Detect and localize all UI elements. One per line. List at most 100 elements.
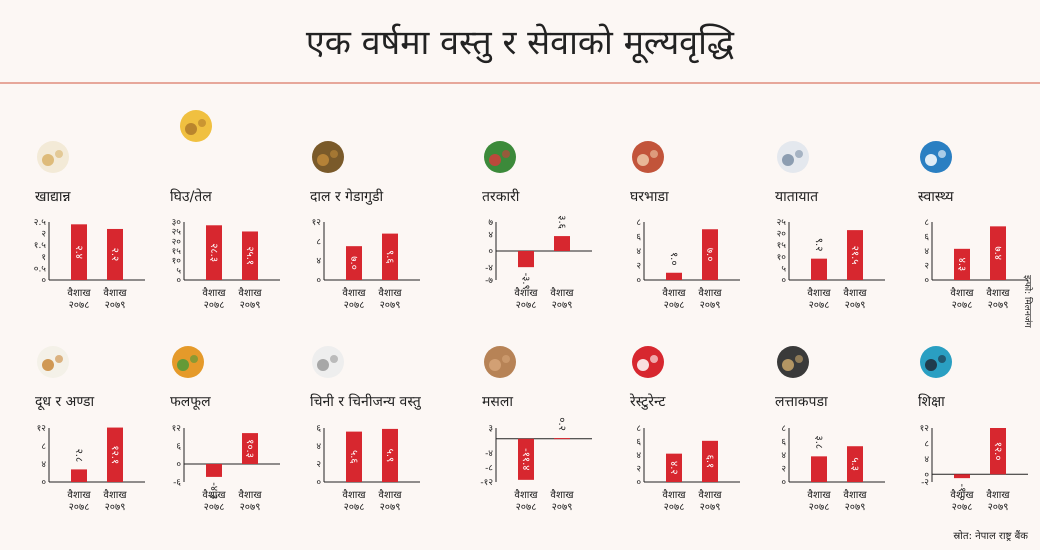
- source-note: स्रोत: नेपाल राष्ट्र बैंक: [953, 531, 1028, 542]
- bar: [346, 431, 362, 482]
- bar: [206, 225, 222, 280]
- x-tick-label: वैशाख: [843, 489, 867, 501]
- chart-title: चिनी र चिनीजन्य वस्तु: [310, 393, 422, 410]
- bar: [71, 224, 87, 280]
- x-tick-label: वैशाख: [238, 489, 262, 501]
- y-tick-label: २५: [172, 228, 182, 238]
- y-tick-label: २: [636, 465, 641, 475]
- data-label: ०.२: [556, 417, 567, 431]
- x-tick-label: २०७८: [664, 502, 685, 513]
- chart-title: घरभाडा: [630, 189, 669, 205]
- data-label: १२.०: [992, 442, 1003, 461]
- y-tick-label: ३०: [172, 218, 182, 228]
- x-tick-label: वैशाख: [843, 287, 867, 299]
- x-tick-label: २०७८: [664, 300, 685, 311]
- bar: [990, 428, 1006, 475]
- data-label: ४.३: [956, 258, 967, 272]
- y-tick-label: ८: [781, 424, 786, 434]
- milk-egg-icon: [37, 346, 69, 378]
- y-tick-label: -४: [485, 264, 493, 274]
- chart-title: घिउ/तेल: [170, 188, 212, 205]
- y-tick-label: १२: [37, 424, 47, 434]
- y-tick-label: २५: [777, 218, 787, 228]
- x-tick-label: वैशाख: [662, 489, 686, 501]
- bar: [954, 248, 970, 280]
- y-tick-label: ६: [636, 438, 641, 448]
- y-tick-label: २: [781, 465, 786, 475]
- x-tick-label: २०७९: [988, 502, 1009, 513]
- y-tick-label: ०: [924, 470, 929, 480]
- y-tick-label: १२: [920, 424, 930, 434]
- data-label: ६.१: [704, 455, 715, 469]
- x-tick-label: वैशाख: [986, 287, 1010, 299]
- y-tick-label: ०: [41, 478, 46, 488]
- y-tick-label: ०: [781, 276, 786, 286]
- chart-panel: यातायात२५२०१५१०५०९.२वैशाख२०७८२१.५वैशाख२०…: [775, 141, 885, 311]
- x-tick-label: २०७९: [105, 502, 126, 513]
- clothes-icon: [777, 346, 809, 378]
- y-tick-label: ४: [781, 451, 786, 461]
- y-tick-label: ८: [316, 237, 321, 247]
- y-tick-label: ४: [924, 247, 929, 257]
- y-tick-label: ०: [176, 460, 181, 470]
- data-label: १२.१: [109, 445, 120, 464]
- y-tick-label: ०.५: [34, 264, 47, 274]
- chart-title: मसला: [482, 394, 513, 410]
- y-tick-label: ०: [488, 247, 493, 257]
- x-tick-label: वैशाख: [662, 287, 686, 299]
- chart-title: खाद्यान्न: [35, 189, 72, 205]
- page-title: एक वर्षमा वस्तु र सेवाको मूल्यवृद्धि: [0, 0, 1040, 84]
- bar: [954, 474, 970, 479]
- x-tick-label: २०७८: [204, 300, 225, 311]
- spice-icon: [484, 346, 516, 378]
- grain-icon: [37, 141, 69, 173]
- y-tick-label: ६: [781, 438, 786, 448]
- sugar-icon: [312, 346, 344, 378]
- y-tick-label: ०: [316, 276, 321, 286]
- x-tick-label: २०७९: [700, 300, 721, 311]
- bar: [346, 246, 362, 280]
- y-tick-label: ६: [924, 233, 929, 243]
- chart-panel: दूध र अण्डा१२८४०२.८वैशाख२०७८१२.१वैशाख२०७…: [35, 346, 145, 513]
- y-tick-label: ७: [488, 218, 493, 228]
- y-tick-label: १२: [312, 218, 322, 228]
- y-tick-label: ३: [488, 424, 493, 434]
- x-tick-label: वैशाख: [950, 489, 974, 501]
- x-tick-label: वैशाख: [550, 489, 574, 501]
- x-tick-label: वैशाख: [807, 287, 831, 299]
- x-tick-label: वैशाख: [378, 489, 402, 501]
- y-tick-label: ५: [781, 264, 786, 274]
- y-tick-label: -२: [921, 478, 929, 488]
- x-tick-label: वैशाख: [378, 287, 402, 299]
- x-tick-label: वैशाख: [550, 287, 574, 299]
- x-tick-label: २०७८: [516, 502, 537, 513]
- bar: [811, 258, 827, 280]
- bar: [242, 433, 258, 464]
- y-tick-label: ६: [316, 424, 321, 434]
- y-tick-label: २: [316, 460, 321, 470]
- y-tick-label: ०: [316, 478, 321, 488]
- chart-title: लत्ताकपडा: [775, 394, 828, 410]
- y-tick-label: ४: [924, 455, 929, 465]
- data-label: ५.३: [849, 457, 860, 471]
- y-tick-label: १२: [172, 424, 182, 434]
- credit-note: इन्फो: मिलनजंग: [1022, 275, 1032, 328]
- y-tick-label: २: [636, 262, 641, 272]
- y-tick-label: २०: [172, 237, 182, 247]
- x-tick-label: २०७९: [988, 300, 1009, 311]
- x-tick-label: वैशाख: [807, 489, 831, 501]
- x-tick-label: २०७८: [952, 300, 973, 311]
- y-tick-label: ६: [636, 233, 641, 243]
- y-tick-label: ०: [176, 276, 181, 286]
- y-tick-label: -८: [485, 464, 493, 474]
- y-tick-label: ०: [636, 478, 641, 488]
- chart-panel: चिनी र चिनीजन्य वस्तु६४२०५.६वैशाख२०७८५.९…: [310, 346, 422, 513]
- chart-panel: खाद्यान्न२.५२१.५१०.५०२.४वैशाख२०७८२.२वैशा…: [34, 141, 145, 311]
- x-tick-label: २०७९: [845, 502, 866, 513]
- x-tick-label: २०७८: [69, 300, 90, 311]
- x-tick-label: वैशाख: [67, 489, 91, 501]
- x-tick-label: वैशाख: [342, 287, 366, 299]
